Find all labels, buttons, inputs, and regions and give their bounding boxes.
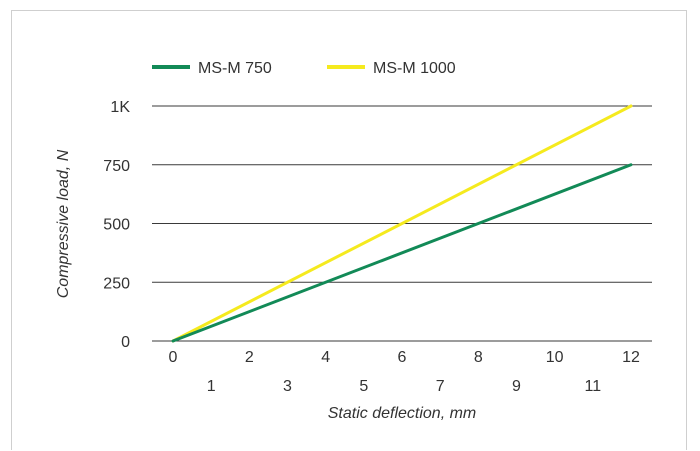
x-tick-label: 1 (207, 378, 216, 395)
y-tick-label: 500 (103, 217, 130, 234)
x-tick-label: 10 (546, 349, 564, 366)
x-tick-label: 0 (169, 349, 178, 366)
series-line-ms-m-750 (171, 163, 633, 343)
x-tick-label: 5 (359, 378, 368, 395)
series-line-ms-m-1000 (171, 104, 633, 343)
x-tick-label: 4 (321, 349, 330, 366)
x-tick-label: 12 (622, 349, 640, 366)
grid-lines (152, 105, 652, 342)
x-tick-label: 9 (512, 378, 521, 395)
legend: MS-M 750 MS-M 1000 (152, 60, 456, 77)
x-tick-label: 11 (585, 378, 602, 395)
y-axis-title: Compressive load, N (55, 149, 72, 298)
y-tick-label: 0 (121, 334, 130, 351)
x-tick-label: 2 (245, 349, 254, 366)
series-lines (171, 104, 633, 343)
x-tick-labels: 0 2 4 6 8 10 12 1 3 5 7 9 11 (169, 349, 640, 395)
x-axis-title: Static deflection, mm (328, 405, 477, 422)
chart-frame (11, 10, 687, 450)
y-tick-label: 250 (103, 275, 130, 292)
legend-item-ms-m-1000: MS-M 1000 (327, 60, 456, 77)
y-tick-labels: 0 250 500 750 1K (103, 99, 130, 351)
legend-item-ms-m-750: MS-M 750 (152, 60, 272, 77)
legend-label-ms-m-750: MS-M 750 (198, 60, 272, 77)
x-tick-label: 3 (283, 378, 292, 395)
y-tick-label: 750 (103, 158, 130, 175)
x-tick-label: 8 (474, 349, 483, 366)
legend-label-ms-m-1000: MS-M 1000 (373, 60, 456, 77)
x-tick-label: 6 (398, 349, 407, 366)
x-tick-label: 7 (436, 378, 445, 395)
y-tick-label: 1K (110, 99, 130, 116)
